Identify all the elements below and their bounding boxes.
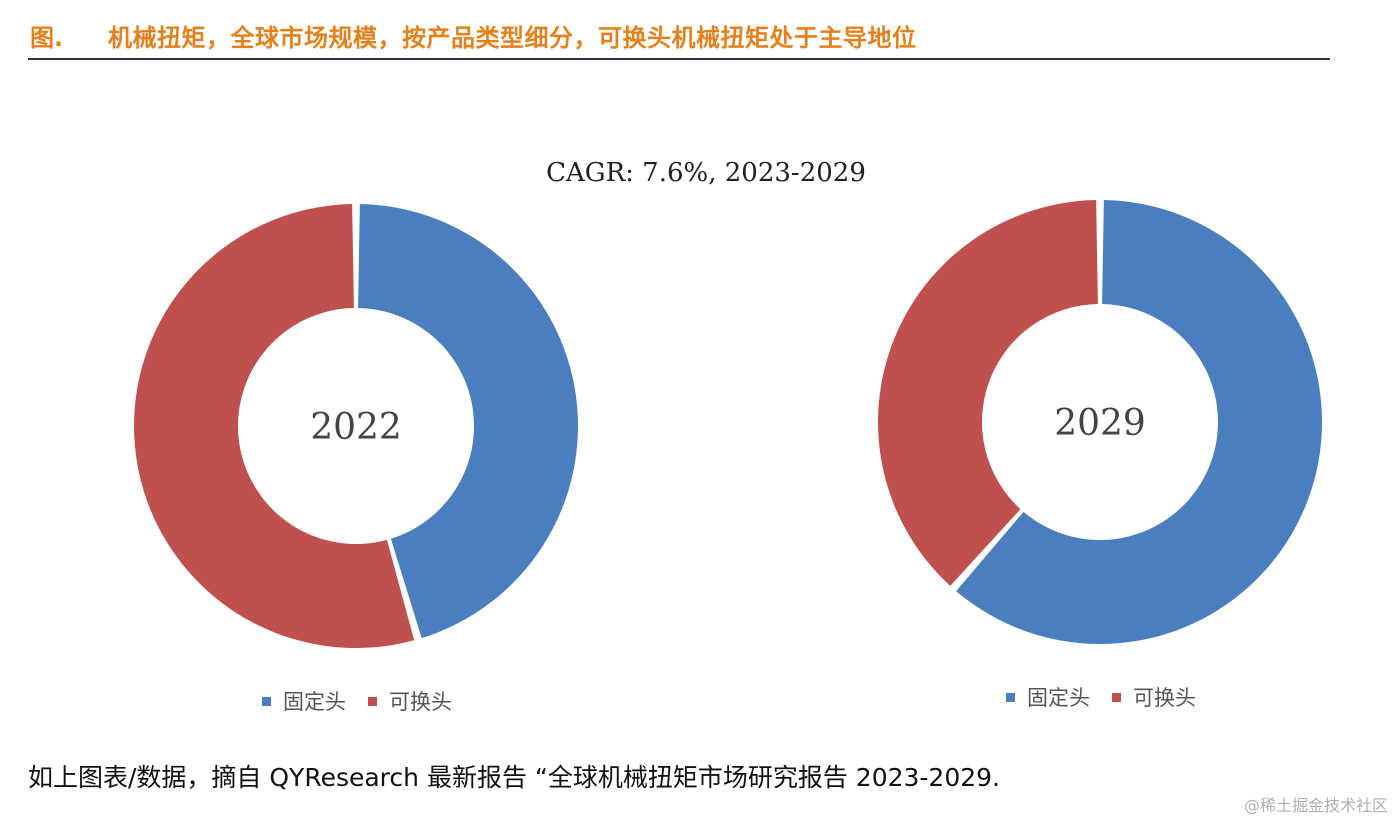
legend-label-fixed: 固定头 <box>1027 686 1090 710</box>
legend-label-replaceable: 可换头 <box>389 690 452 714</box>
source-caption: 如上图表/数据，摘自 QYResearch 最新报告 “全球机械扭矩市场研究报告… <box>28 763 1000 792</box>
legend-swatch-replaceable <box>1112 692 1121 702</box>
center-label: 2022 <box>310 407 402 448</box>
legend-label-replaceable: 可换头 <box>1133 686 1196 710</box>
legend-item-fixed: 固定头 <box>262 686 346 716</box>
legend-swatch-replaceable <box>368 696 377 706</box>
slice-fixed <box>358 204 578 639</box>
legend-label-fixed: 固定头 <box>283 690 346 714</box>
legend-2029: 固定头 可换头 <box>1006 682 1218 712</box>
figure-title: 机械扭矩，全球市场规模，按产品类型细分，可换头机械扭矩处于主导地位 <box>108 24 917 52</box>
figure-header: 图. 机械扭矩，全球市场规模，按产品类型细分，可换头机械扭矩处于主导地位 <box>28 14 1330 60</box>
legend-2022: 固定头 可换头 <box>262 686 474 716</box>
donut-2029: 2029 <box>878 200 1323 645</box>
legend-swatch-fixed <box>1006 692 1015 702</box>
center-label: 2029 <box>1054 403 1146 444</box>
legend-item-replaceable: 可换头 <box>368 686 452 716</box>
figure-prefix: 图. <box>30 24 64 52</box>
chart-subtitle: CAGR: 7.6%, 2023-2029 <box>546 158 866 188</box>
slice-replaceable <box>134 204 415 648</box>
slice-fixed <box>956 200 1323 645</box>
legend-item-replaceable: 可换头 <box>1112 682 1196 712</box>
slice-replaceable <box>878 200 1098 586</box>
donut-2022: 2022 <box>134 204 578 648</box>
legend-swatch-fixed <box>262 696 271 706</box>
legend-item-fixed: 固定头 <box>1006 682 1090 712</box>
watermark: @稀土掘金技术社区 <box>1243 796 1388 815</box>
